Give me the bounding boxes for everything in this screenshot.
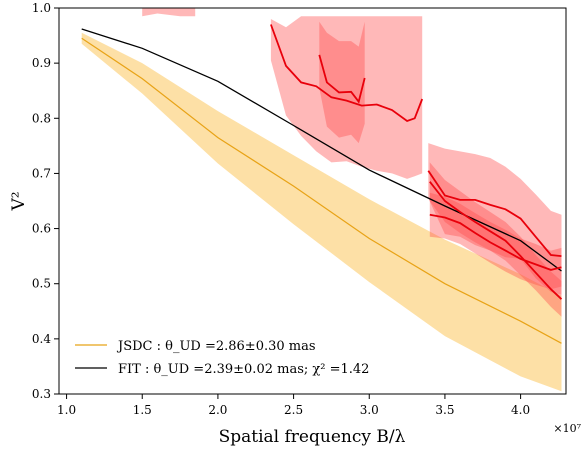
- y-tick-label: 0.6: [32, 222, 51, 236]
- x-tick-label: 1.0: [57, 403, 76, 417]
- jsdc-uncertainty-band: [81, 32, 562, 392]
- fit-model-line: [81, 28, 562, 272]
- legend-entry-jsdc: JSDC : θ_UD =2.86±0.30 mas: [116, 339, 316, 354]
- observation-line-4: [318, 54, 366, 104]
- observation-line-5: [427, 170, 562, 257]
- axis-ticks: 1.0 1.5 2.0 2.5 3.0 3.5 4.0 0.3 0.4 0.5 0.6 0.7 0.8 0…: [32, 1, 530, 417]
- observation-band-3: [270, 16, 423, 179]
- plot-frame: [58, 7, 567, 395]
- x-axis-offset-label: ×10⁷: [553, 422, 581, 435]
- y-tick-label: 0.4: [32, 332, 51, 346]
- legend-entry-fit: FIT : θ_UD =2.39±0.02 mas; χ² =1.42: [118, 362, 369, 377]
- observation-band-4: [319, 21, 365, 144]
- observation-band-5: [428, 143, 562, 295]
- observation-line-6: [429, 213, 562, 271]
- uncertainty-bands: [81, 8, 562, 392]
- series-lines: [81, 24, 563, 344]
- y-tick-label: 1.0: [32, 1, 51, 15]
- y-tick-label: 0.7: [32, 166, 51, 180]
- jsdc-model-line: [81, 37, 562, 344]
- legend: JSDC : θ_UD =2.86±0.30 mas FIT : θ_UD =2…: [75, 339, 369, 377]
- observation-band-7: [429, 162, 562, 317]
- observation-line-7: [429, 181, 563, 300]
- x-tick-label: 4.0: [511, 403, 530, 417]
- y-tick-label: 0.9: [32, 56, 51, 70]
- x-tick-label: 2.0: [208, 403, 227, 417]
- y-tick-label: 0.3: [32, 387, 51, 401]
- x-tick-label: 2.5: [284, 403, 303, 417]
- y-tick-label: 0.8: [32, 111, 51, 125]
- observation-line-3: [270, 24, 424, 123]
- x-tick-label: 3.0: [360, 403, 379, 417]
- x-tick-label: 1.5: [133, 403, 152, 417]
- x-axis-label: Spatial frequency B/λ: [219, 427, 406, 447]
- y-tick-label: 0.5: [32, 277, 51, 291]
- observation-band-2: [142, 8, 196, 17]
- y-axis-label: V²: [9, 191, 29, 211]
- x-tick-label: 3.5: [435, 403, 454, 417]
